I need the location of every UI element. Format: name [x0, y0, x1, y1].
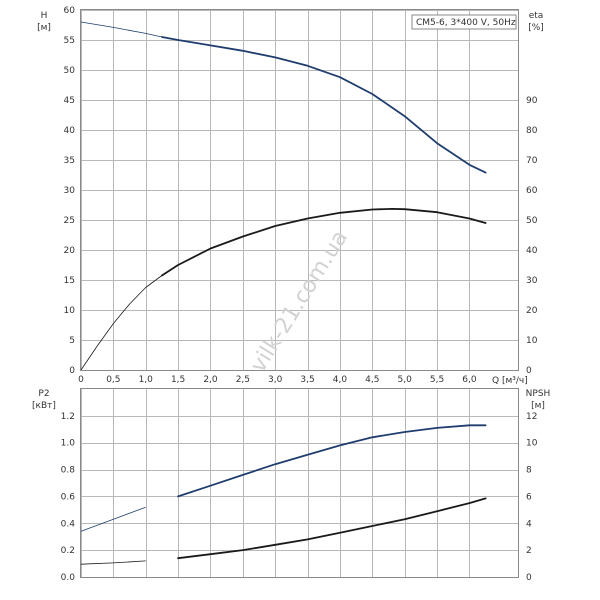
bottom-panel-grid	[81, 389, 518, 578]
top-panel-frame	[80, 9, 519, 371]
top-right-tick-label: 10	[526, 336, 538, 346]
bottom-panel-ticks: 0.0 0.2 0.4 0.6 0.8 1.0 1.2 0 2 4 6 8 10 12	[61, 412, 538, 583]
top-series-0-line	[160, 36, 487, 174]
x-tick-label: 0	[78, 375, 84, 385]
top-left-tick-label: 15	[64, 276, 75, 286]
bottom-right-tick-label: 8	[526, 466, 532, 476]
top-right-tick-label: 80	[526, 126, 538, 136]
watermark: vilk-21.com.ua	[246, 226, 353, 377]
bottom-right-tick-label: 12	[526, 412, 537, 422]
bottom-right-tick-label: 0	[526, 573, 532, 583]
top-panel-series	[80, 21, 487, 371]
x-tick-label: 3,5	[300, 375, 314, 385]
top-right-tick-label: 90	[526, 96, 538, 106]
top-left-tick-label: 50	[64, 66, 76, 76]
bottom-left-tick-label: 1.0	[61, 439, 76, 449]
model-label: CM5-6, 3*400 V, 50Hz	[416, 18, 516, 28]
top-left-tick-label: 25	[64, 216, 75, 226]
bottom-right-tick-label: 4	[526, 519, 532, 529]
bottom-left-tick-label: 0.6	[61, 492, 76, 502]
top-right-axis-unit: [%]	[528, 23, 544, 33]
x-tick-label: 2,5	[236, 375, 250, 385]
x-tick-label: 5,0	[398, 375, 413, 385]
bottom-left-tick-label: 0.0	[61, 573, 76, 583]
top-right-tick-label: 70	[526, 156, 538, 166]
top-right-tick-label: 60	[526, 186, 538, 196]
top-left-tick-label: 30	[64, 186, 76, 196]
top-series-1-extended-line	[80, 275, 163, 371]
top-left-tick-label: 35	[64, 156, 75, 166]
bottom-right-axis-label: NPSH	[526, 389, 551, 399]
top-series-0-extended-line	[80, 21, 162, 38]
x-tick-label: 0,5	[106, 375, 120, 385]
bottom-series-1-line	[177, 497, 487, 560]
x-axis-label: Q [м³/ч]	[492, 376, 528, 386]
bottom-left-tick-label: 0.2	[61, 546, 75, 556]
top-right-axis-label: eta	[529, 11, 544, 21]
top-left-axis-unit: [м]	[37, 23, 51, 33]
top-left-tick-label: 45	[64, 96, 75, 106]
bottom-right-axis-unit: [м]	[531, 401, 545, 411]
top-left-tick-label: 60	[64, 6, 76, 16]
x-tick-label: 1,0	[139, 375, 154, 385]
top-left-tick-label: 55	[64, 36, 75, 46]
top-right-tick-label: 20	[526, 306, 538, 316]
top-right-tick-label: 50	[526, 216, 538, 226]
top-right-tick-label: 30	[526, 276, 538, 286]
x-tick-label: 6,0	[462, 375, 477, 385]
top-left-tick-label: 10	[64, 306, 76, 316]
bottom-left-tick-label: 1.2	[61, 412, 75, 422]
x-tick-label: 1,5	[171, 375, 185, 385]
top-panel-ticks: 0 0,5 1,0 1,5 2,0 2,5 3,0 3,5 4,0 4,5 5,0 5,5 6,0 0 5 1…	[64, 6, 538, 385]
bottom-series-1-extended-line	[80, 560, 146, 565]
model-label-box	[411, 14, 517, 30]
top-left-tick-label: 0	[69, 366, 75, 376]
x-tick-label: 4,0	[333, 375, 348, 385]
bottom-right-tick-label: 10	[526, 439, 538, 449]
x-tick-label: 2,0	[203, 375, 218, 385]
top-left-tick-label: 5	[69, 336, 75, 346]
x-tick-label: 5,5	[430, 375, 444, 385]
x-tick-label: 4,5	[365, 375, 379, 385]
x-tick-label: 3,0	[268, 375, 283, 385]
bottom-left-tick-label: 0.4	[61, 519, 76, 529]
top-series-1-line	[160, 207, 487, 277]
bottom-left-tick-label: 0.8	[61, 466, 76, 476]
bottom-series-0-extended-line	[80, 506, 146, 532]
bottom-right-tick-label: 2	[526, 546, 532, 556]
top-left-axis-label: H	[41, 11, 48, 21]
bottom-right-tick-label: 6	[526, 492, 532, 502]
bottom-panel-series	[80, 424, 487, 565]
bottom-left-axis-label: P2	[38, 389, 49, 399]
top-right-tick-label: 40	[526, 246, 538, 256]
top-left-tick-label: 20	[64, 246, 76, 256]
top-right-tick-label: 0	[526, 366, 532, 376]
bottom-series-0-line	[177, 424, 487, 498]
bottom-left-axis-unit: [кВт]	[32, 401, 56, 411]
bottom-panel-frame	[80, 388, 519, 578]
top-left-tick-label: 40	[64, 126, 76, 136]
